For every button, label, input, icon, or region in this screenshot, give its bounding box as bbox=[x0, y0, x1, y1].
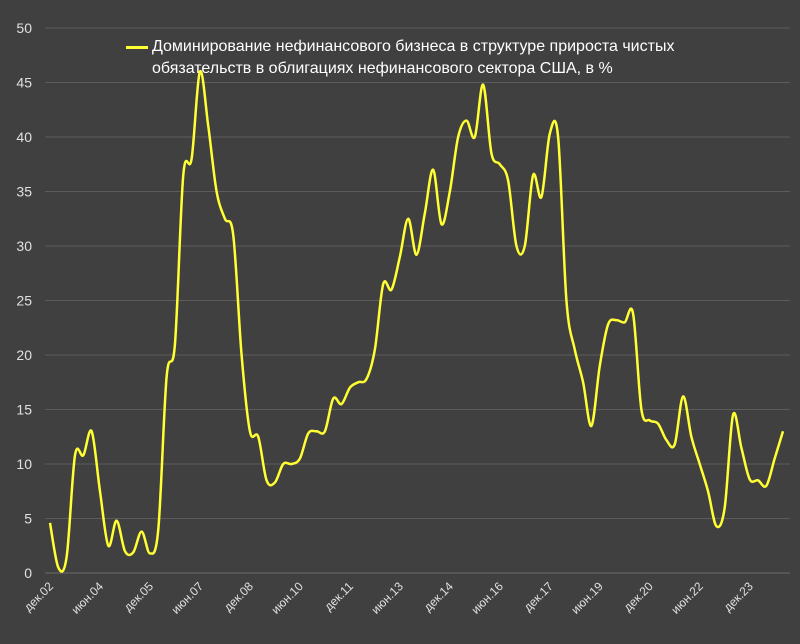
legend-label: Доминирование нефинансового бизнеса в ст… bbox=[152, 38, 675, 77]
x-tick-label: июн.19 bbox=[568, 579, 606, 617]
legend: Доминирование нефинансового бизнеса в ст… bbox=[126, 36, 706, 80]
y-tick-label: 40 bbox=[16, 129, 32, 145]
y-tick-label: 20 bbox=[16, 347, 32, 363]
x-tick-label: дек.14 bbox=[421, 579, 456, 614]
legend-key bbox=[126, 46, 148, 49]
y-tick-label: 45 bbox=[16, 75, 32, 91]
line-series bbox=[48, 70, 785, 573]
x-tick-label: июн.07 bbox=[169, 579, 207, 617]
y-tick-label: 10 bbox=[16, 456, 32, 472]
y-tick-label: 15 bbox=[16, 402, 32, 418]
x-tick-label: июн.10 bbox=[269, 579, 307, 617]
x-tick-label: дек.05 bbox=[121, 579, 156, 614]
y-tick-label: 50 bbox=[16, 20, 32, 36]
y-tick-label: 35 bbox=[16, 184, 32, 200]
x-tick-label: июн.16 bbox=[468, 579, 506, 617]
x-tick-label: дек.20 bbox=[621, 579, 656, 614]
x-tick-label: дек.08 bbox=[221, 579, 256, 614]
x-tick-label: дек.11 bbox=[322, 579, 357, 614]
y-tick-label: 0 bbox=[24, 565, 32, 581]
y-tick-label: 25 bbox=[16, 293, 32, 309]
x-tick-label: июн.13 bbox=[368, 579, 406, 617]
x-tick-label: дек.02 bbox=[21, 579, 56, 614]
x-tick-label: июн.22 bbox=[668, 579, 706, 617]
x-tick-label: июн.04 bbox=[69, 579, 107, 617]
y-tick-label: 30 bbox=[16, 238, 32, 254]
y-tick-label: 5 bbox=[24, 511, 32, 527]
x-tick-label: дек.23 bbox=[721, 579, 756, 614]
x-tick-label: дек.17 bbox=[521, 579, 556, 614]
